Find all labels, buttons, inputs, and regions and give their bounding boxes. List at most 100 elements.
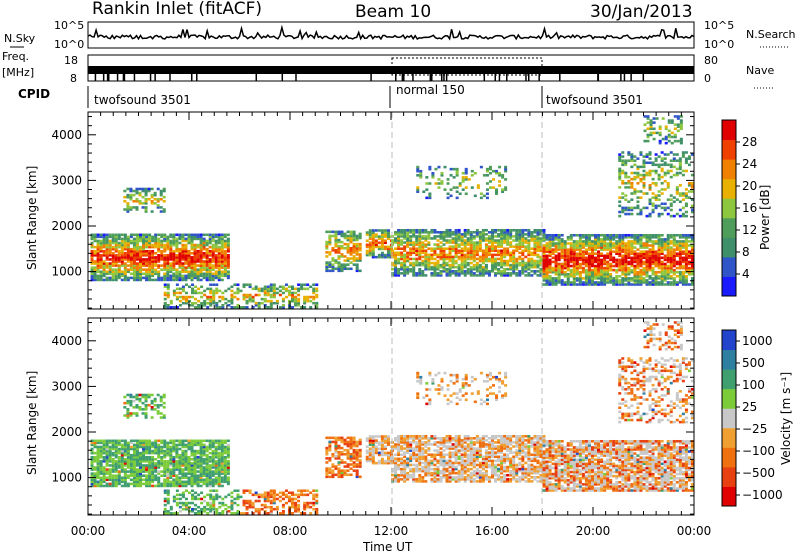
power-cell bbox=[163, 274, 167, 278]
power-cell bbox=[139, 276, 143, 280]
velocity-cell bbox=[175, 482, 179, 486]
power-cell bbox=[639, 262, 643, 266]
power-cell bbox=[139, 249, 143, 253]
power-cell bbox=[337, 265, 341, 269]
power-cell bbox=[99, 270, 103, 274]
power-cell bbox=[181, 270, 185, 274]
velocity-cell bbox=[193, 449, 197, 453]
power-cell bbox=[132, 266, 136, 269]
power-cell bbox=[609, 264, 613, 268]
power-cell bbox=[672, 236, 676, 239]
power-cell bbox=[220, 278, 224, 282]
power-cell bbox=[606, 266, 610, 270]
power-cell bbox=[437, 165, 441, 169]
power-cell bbox=[481, 237, 485, 240]
power-cell bbox=[669, 277, 673, 280]
power-cell bbox=[383, 241, 387, 245]
power-cell bbox=[190, 256, 194, 259]
power-cell bbox=[554, 233, 558, 237]
power-cell bbox=[181, 258, 185, 261]
power-cell bbox=[415, 243, 419, 246]
power-cell bbox=[96, 247, 100, 251]
power-cell bbox=[202, 254, 206, 257]
power-cell bbox=[223, 239, 227, 243]
power-cell bbox=[664, 125, 668, 129]
velocity-cell bbox=[166, 478, 170, 482]
power-cell bbox=[448, 253, 452, 257]
power-cell bbox=[117, 268, 121, 271]
power-cell bbox=[506, 243, 510, 246]
power-cell bbox=[473, 194, 477, 198]
power-cell bbox=[139, 247, 143, 251]
power-cell bbox=[422, 190, 426, 193]
power-cell bbox=[621, 246, 625, 249]
power-cell bbox=[494, 267, 498, 271]
velocity-cell bbox=[157, 476, 161, 480]
velocity-cell bbox=[169, 455, 173, 459]
power-cell bbox=[597, 250, 601, 253]
power-cell bbox=[397, 243, 401, 246]
velocity-cell bbox=[117, 470, 121, 473]
power-cell bbox=[421, 263, 425, 267]
power-cell bbox=[272, 301, 276, 305]
velocity-cell bbox=[169, 451, 173, 455]
power-cell bbox=[566, 254, 570, 258]
power-cell bbox=[263, 293, 267, 297]
power-cell bbox=[96, 278, 100, 282]
velocity-cell bbox=[93, 455, 97, 459]
power-cell bbox=[501, 174, 505, 177]
power-cell bbox=[220, 274, 224, 278]
power-cell bbox=[572, 233, 576, 237]
power-cell bbox=[487, 235, 491, 238]
power-cell bbox=[430, 272, 434, 275]
velocity-cell bbox=[160, 484, 164, 488]
power-cell bbox=[102, 254, 106, 257]
power-cell bbox=[463, 263, 467, 267]
power-cell bbox=[331, 234, 335, 238]
power-cell bbox=[636, 181, 640, 185]
power-cell bbox=[135, 243, 139, 247]
power-cell bbox=[621, 250, 625, 253]
power-cell bbox=[503, 259, 507, 263]
power-cell bbox=[498, 171, 502, 175]
velocity-cell bbox=[160, 462, 164, 465]
power-cell bbox=[205, 233, 209, 237]
power-cell bbox=[461, 178, 465, 181]
power-cell bbox=[633, 279, 637, 282]
power-cell bbox=[272, 287, 276, 291]
power-cell bbox=[418, 247, 422, 250]
power-cell bbox=[466, 249, 470, 253]
velocity-cell bbox=[142, 443, 146, 447]
power-cell bbox=[105, 278, 109, 282]
power-cell bbox=[652, 117, 656, 120]
power-cell bbox=[209, 287, 213, 291]
power-cell bbox=[587, 281, 591, 284]
power-cell bbox=[487, 272, 491, 275]
power-cell bbox=[448, 251, 452, 255]
power-cell bbox=[690, 204, 694, 208]
power-cell bbox=[108, 254, 112, 257]
power-cell bbox=[627, 151, 631, 154]
power-cell bbox=[352, 263, 356, 266]
power-cell bbox=[478, 270, 482, 273]
power-cell bbox=[163, 293, 167, 297]
velocity-cell bbox=[184, 484, 188, 488]
power-cell bbox=[190, 266, 194, 269]
power-cell bbox=[654, 169, 658, 173]
power-cell bbox=[633, 159, 637, 162]
power-cell bbox=[297, 299, 301, 303]
power-cell bbox=[96, 262, 100, 265]
velocity-cell bbox=[196, 441, 200, 445]
velocity-cell bbox=[132, 466, 136, 469]
power-cell bbox=[521, 235, 525, 238]
velocity-cell bbox=[123, 443, 127, 447]
power-cell bbox=[554, 242, 558, 245]
power-cell bbox=[187, 256, 191, 259]
power-cell bbox=[451, 241, 455, 244]
velocity-cell bbox=[157, 445, 161, 449]
power-cell bbox=[527, 274, 531, 277]
power-cell bbox=[545, 248, 549, 251]
power-cell bbox=[215, 303, 219, 307]
power-cell bbox=[660, 151, 664, 154]
power-cell bbox=[166, 274, 170, 278]
